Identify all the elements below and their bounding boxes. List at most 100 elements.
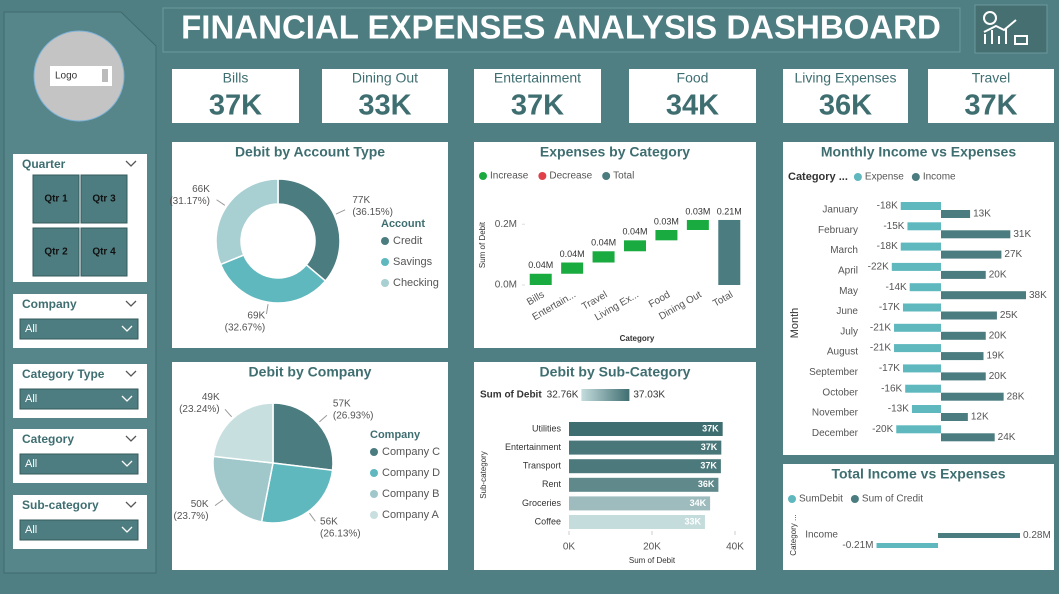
- data-label: 28K: [1007, 391, 1025, 402]
- axis-title: Month: [789, 308, 801, 339]
- kpi-card: [172, 69, 299, 123]
- y-tick-label: January: [822, 205, 858, 216]
- slicer-option: Qtr 2: [44, 247, 68, 258]
- data-label: 57K: [333, 399, 351, 410]
- data-label: 20K: [989, 330, 1007, 341]
- bar: [941, 392, 1004, 401]
- kpi-label: Travel: [972, 70, 1010, 86]
- bar: [941, 230, 1011, 239]
- logo-mark: [102, 69, 108, 82]
- y-tick-label: Income: [805, 530, 838, 541]
- slicer-selection: All: [25, 524, 37, 536]
- bar: [569, 440, 722, 455]
- axis-title: Category: [620, 334, 655, 343]
- data-label: 27K: [1004, 249, 1022, 260]
- chevron: [121, 460, 133, 467]
- data-label: 0.04M: [560, 249, 585, 259]
- x-tick-label: 40K: [726, 542, 744, 553]
- slicer-option: Qtr 4: [92, 247, 116, 258]
- logo-text: Logo: [55, 71, 78, 82]
- slice: [219, 254, 327, 304]
- slicer-title: Sub-category: [22, 498, 99, 512]
- slicer-tile: [32, 174, 80, 224]
- data-label: -17K: [879, 302, 900, 313]
- data-label: 66K: [192, 184, 210, 195]
- bar: [905, 384, 941, 393]
- y-tick-label: Transport: [523, 461, 562, 471]
- kpi-value: 34K: [666, 90, 719, 122]
- slicer-dropdown: [19, 453, 139, 475]
- y-tick-label: March: [830, 245, 858, 256]
- bar: [941, 291, 1026, 300]
- data-label: 36K: [698, 479, 715, 489]
- icon-box: [974, 4, 1048, 54]
- data-label: 0.04M: [591, 238, 616, 248]
- bar: [941, 372, 986, 381]
- data-label: 33K: [684, 516, 701, 526]
- kpi-label: Dining Out: [352, 70, 418, 86]
- bar: [569, 459, 721, 474]
- y-tick-label: April: [838, 266, 858, 277]
- legend-swatch: [381, 279, 389, 287]
- legend-label: Total: [613, 171, 634, 182]
- bar: [561, 262, 584, 274]
- bar: [941, 270, 986, 279]
- data-label: -21K: [870, 343, 891, 354]
- data-label: 38K: [1029, 290, 1047, 301]
- data-label: -18K: [877, 201, 898, 212]
- legend-swatch: [370, 448, 378, 456]
- slice: [212, 402, 274, 464]
- data-label: -16K: [881, 383, 902, 394]
- chevron: [125, 160, 137, 167]
- legend-swatch: [479, 172, 487, 180]
- bar: [902, 303, 941, 312]
- legend-swatch: [370, 490, 378, 498]
- slicer-tile: [32, 227, 80, 277]
- y-tick-label: Rent: [542, 479, 562, 489]
- data-label: (31.17%): [169, 196, 210, 207]
- bar: [896, 425, 941, 434]
- data-label: -14K: [886, 282, 907, 293]
- data-label: 49K: [202, 392, 220, 403]
- slicer-dropdown: [19, 519, 139, 541]
- chart-title: Monthly Income vs Expenses: [821, 144, 1016, 160]
- legend-title: Account: [381, 218, 425, 230]
- kpi-value: 37K: [511, 90, 564, 122]
- axis-title: Category ...: [789, 514, 798, 555]
- data-label: 20K: [989, 371, 1007, 382]
- leader-line: [319, 414, 328, 423]
- x-tick-label: 20K: [643, 542, 661, 553]
- leader-line: [335, 209, 346, 215]
- kpi-label: Food: [677, 70, 709, 86]
- data-label: -15K: [883, 221, 904, 232]
- axis-title: Sum of Debit: [629, 556, 676, 565]
- data-label: 12K: [971, 412, 989, 423]
- legend-label: Decrease: [549, 171, 592, 182]
- chart-card: [474, 142, 756, 348]
- data-label: 0.04M: [622, 227, 647, 237]
- y-tick-label: 0.0M: [495, 280, 517, 291]
- slicer-title: Category: [22, 432, 74, 446]
- data-label: 24K: [998, 432, 1016, 443]
- data-label: (32.67%): [225, 323, 266, 334]
- kpi-card: [928, 69, 1054, 123]
- bar: [941, 210, 971, 218]
- data-label: 19K: [987, 351, 1005, 362]
- bar: [655, 230, 678, 241]
- slicer-dropdown: [19, 318, 139, 340]
- kpi-value: 37K: [964, 90, 1017, 122]
- y-tick-label: June: [836, 306, 858, 317]
- kpi-card: [783, 69, 908, 123]
- bar: [686, 219, 709, 231]
- data-label: 50K: [191, 499, 209, 510]
- slice: [212, 455, 274, 523]
- bar: [592, 251, 615, 263]
- y-tick-label: February: [818, 225, 858, 236]
- chevron: [125, 370, 137, 377]
- legend-label: Expense: [865, 172, 904, 183]
- slicer-selection: All: [25, 393, 37, 405]
- data-label: (26.93%): [333, 411, 374, 422]
- bar: [569, 477, 719, 492]
- legend-label: Company C: [382, 446, 440, 458]
- bar: [894, 344, 941, 353]
